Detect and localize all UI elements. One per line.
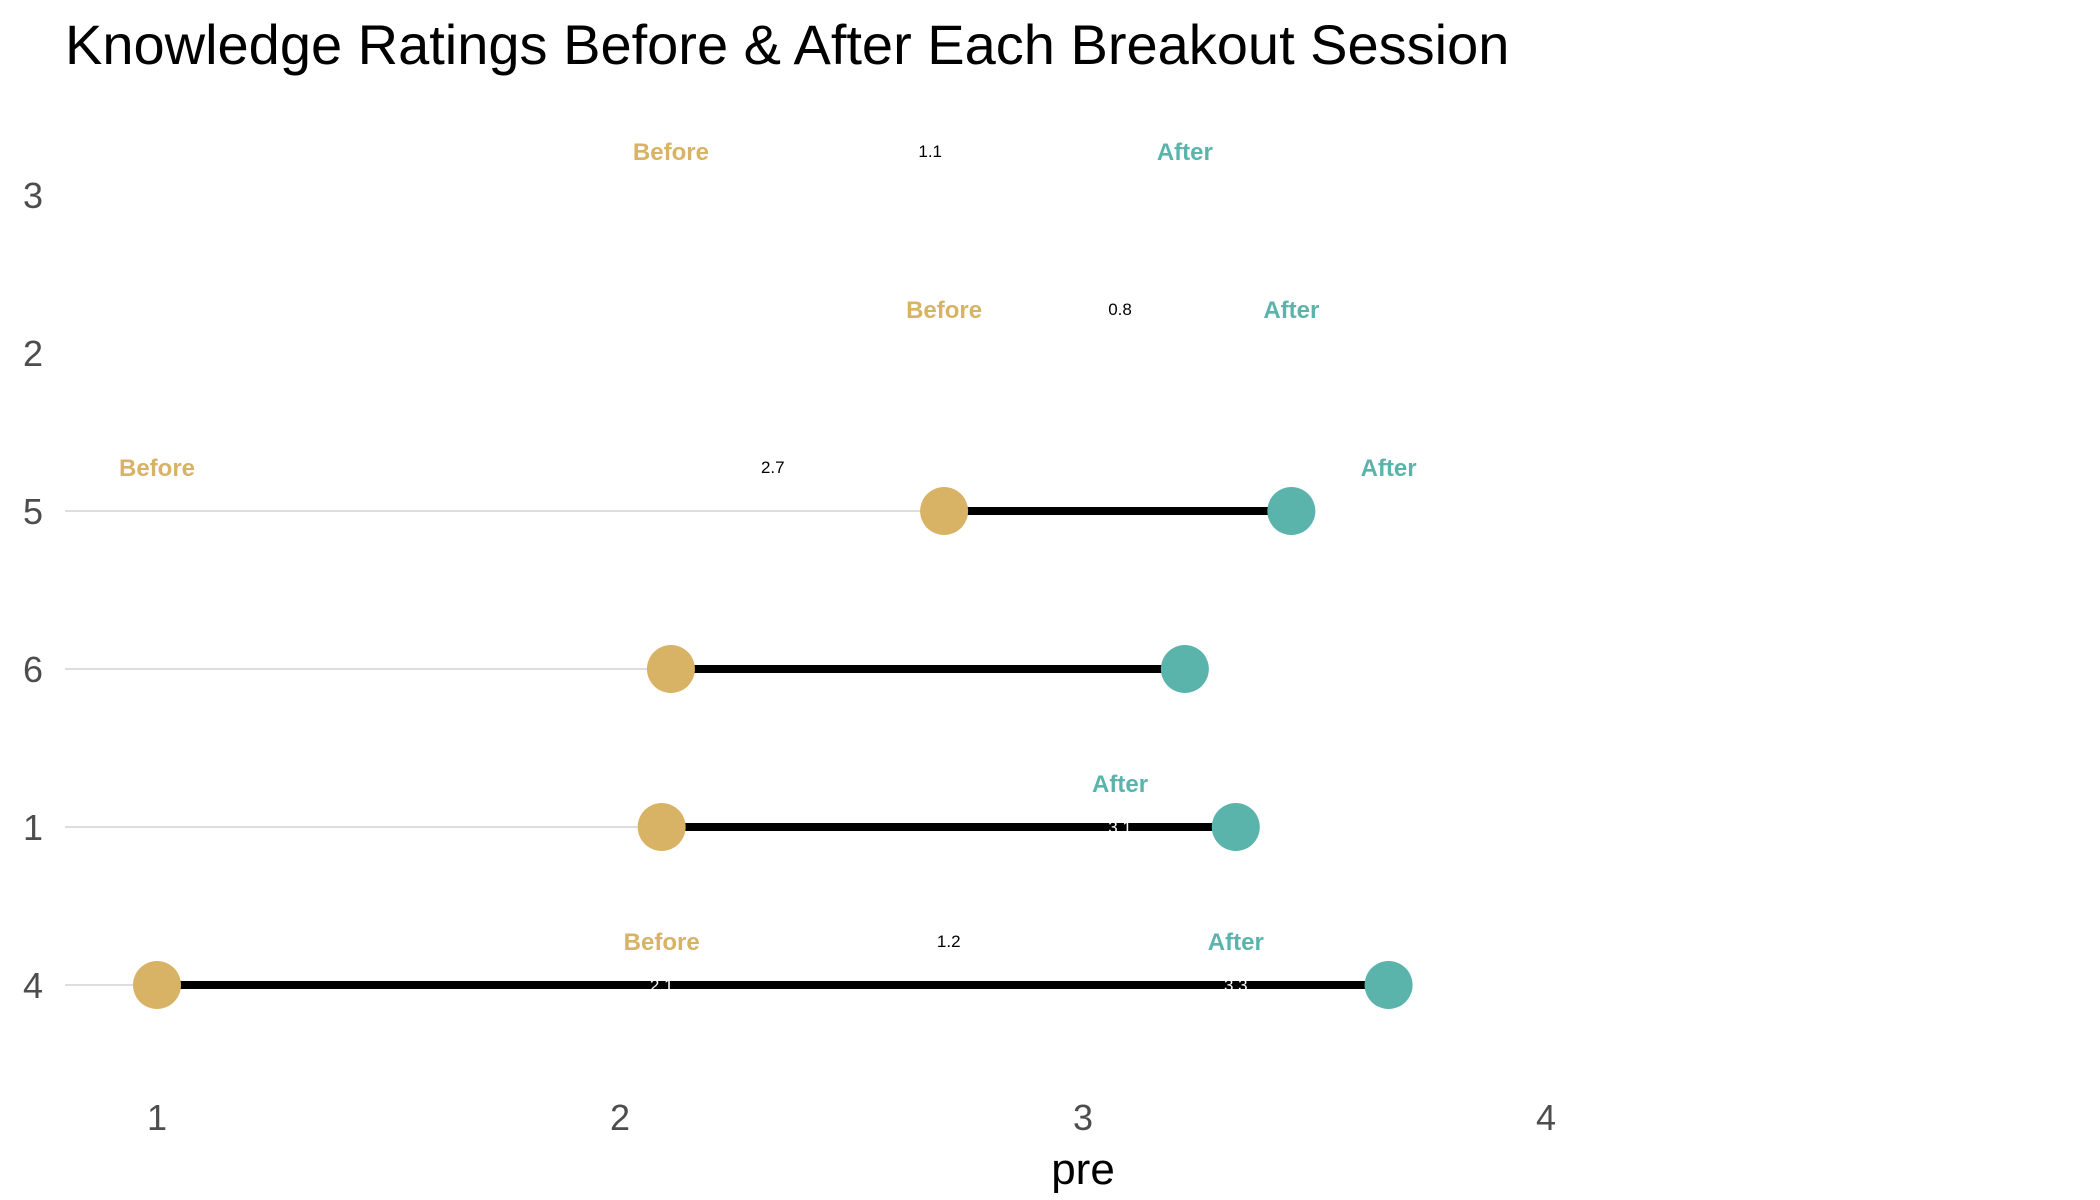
value-label: 3.3 xyxy=(1224,976,1248,995)
after-label: After xyxy=(1092,771,1148,798)
before-label: Before xyxy=(633,139,709,166)
annotations: Before 1.1 After Before 0.8 After Before 2.7 Aft… xyxy=(119,139,1417,995)
before-label: Before xyxy=(906,297,982,324)
difference-label: 0.8 xyxy=(1108,300,1132,319)
y-tick-label: 4 xyxy=(23,965,43,1006)
x-tick-label: 1 xyxy=(147,1097,167,1138)
segments xyxy=(157,507,1389,989)
axes: 3 2 5 6 1 4 1 2 3 4 xyxy=(23,175,1556,1138)
before-label: Before xyxy=(624,929,700,956)
after-label: After xyxy=(1208,929,1264,956)
before-point xyxy=(637,803,686,851)
y-tick-label: 6 xyxy=(23,649,43,690)
x-axis-label: pre xyxy=(1051,1145,1115,1194)
gridlines xyxy=(65,510,945,986)
difference-label: 2.7 xyxy=(761,458,785,477)
before-label: Before xyxy=(119,455,195,482)
points xyxy=(133,487,1413,1009)
x-tick-label: 2 xyxy=(610,1097,630,1138)
before-point xyxy=(646,645,695,693)
difference-label: 1.1 xyxy=(918,142,942,161)
value-label: 2.1 xyxy=(650,976,674,995)
chart-title: Knowledge Ratings Before & After Each Br… xyxy=(65,13,1510,76)
x-tick-label: 3 xyxy=(1073,1097,1093,1138)
after-point xyxy=(1160,645,1209,693)
after-point xyxy=(1267,487,1316,535)
before-point xyxy=(920,487,969,535)
after-label: After xyxy=(1361,455,1417,482)
after-label: After xyxy=(1263,297,1319,324)
after-label: After xyxy=(1157,139,1213,166)
y-tick-label: 2 xyxy=(23,333,43,374)
y-tick-label: 1 xyxy=(23,807,43,848)
y-tick-label: 3 xyxy=(23,175,43,216)
difference-label: 1.2 xyxy=(937,932,961,951)
before-point xyxy=(133,961,181,1009)
x-tick-label: 4 xyxy=(1536,1097,1556,1138)
after-point xyxy=(1211,803,1260,851)
after-point xyxy=(1364,961,1413,1009)
value-label: 3.1 xyxy=(1108,818,1132,837)
y-tick-label: 5 xyxy=(23,491,43,532)
